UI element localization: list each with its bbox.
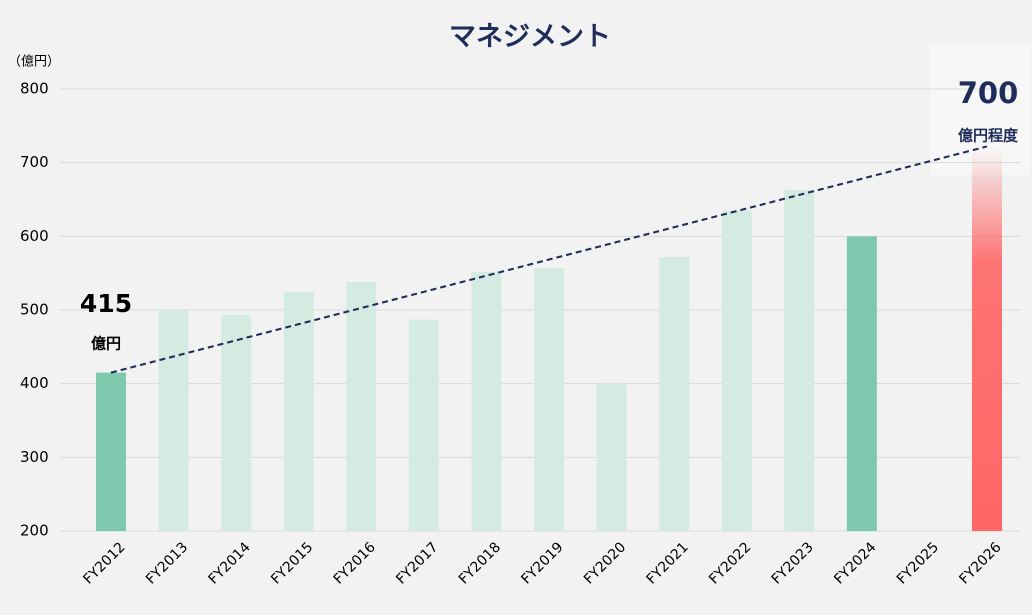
y-tick-label: 300 xyxy=(20,448,49,466)
y-tick-label: 600 xyxy=(20,227,49,245)
bar xyxy=(283,291,314,531)
y-tick-label: 200 xyxy=(20,522,49,540)
y-unit-label: （億円） xyxy=(8,54,60,70)
bar xyxy=(784,189,815,531)
y-tick-label: 400 xyxy=(20,374,49,392)
y-tick-label: 800 xyxy=(20,80,49,98)
annotation-unit: 億円 xyxy=(91,335,121,353)
bar xyxy=(596,383,627,531)
chart-title: マネジメント xyxy=(449,22,611,53)
annotation-value: 415 xyxy=(80,289,132,318)
bar xyxy=(846,236,877,532)
bar xyxy=(96,372,126,531)
bar xyxy=(534,268,564,531)
bar xyxy=(221,315,252,531)
trend-line xyxy=(110,145,988,374)
bar xyxy=(346,282,377,531)
bar xyxy=(158,310,189,531)
y-tick-label: 700 xyxy=(20,153,49,171)
bar xyxy=(721,210,752,532)
annotation-value: 700 xyxy=(958,76,1019,110)
bar xyxy=(659,256,690,531)
y-tick-label: 500 xyxy=(20,301,49,319)
annotation-unit: 億円程度 xyxy=(958,127,1019,145)
bar xyxy=(471,271,502,531)
bar xyxy=(408,319,439,531)
bar xyxy=(972,147,1002,531)
